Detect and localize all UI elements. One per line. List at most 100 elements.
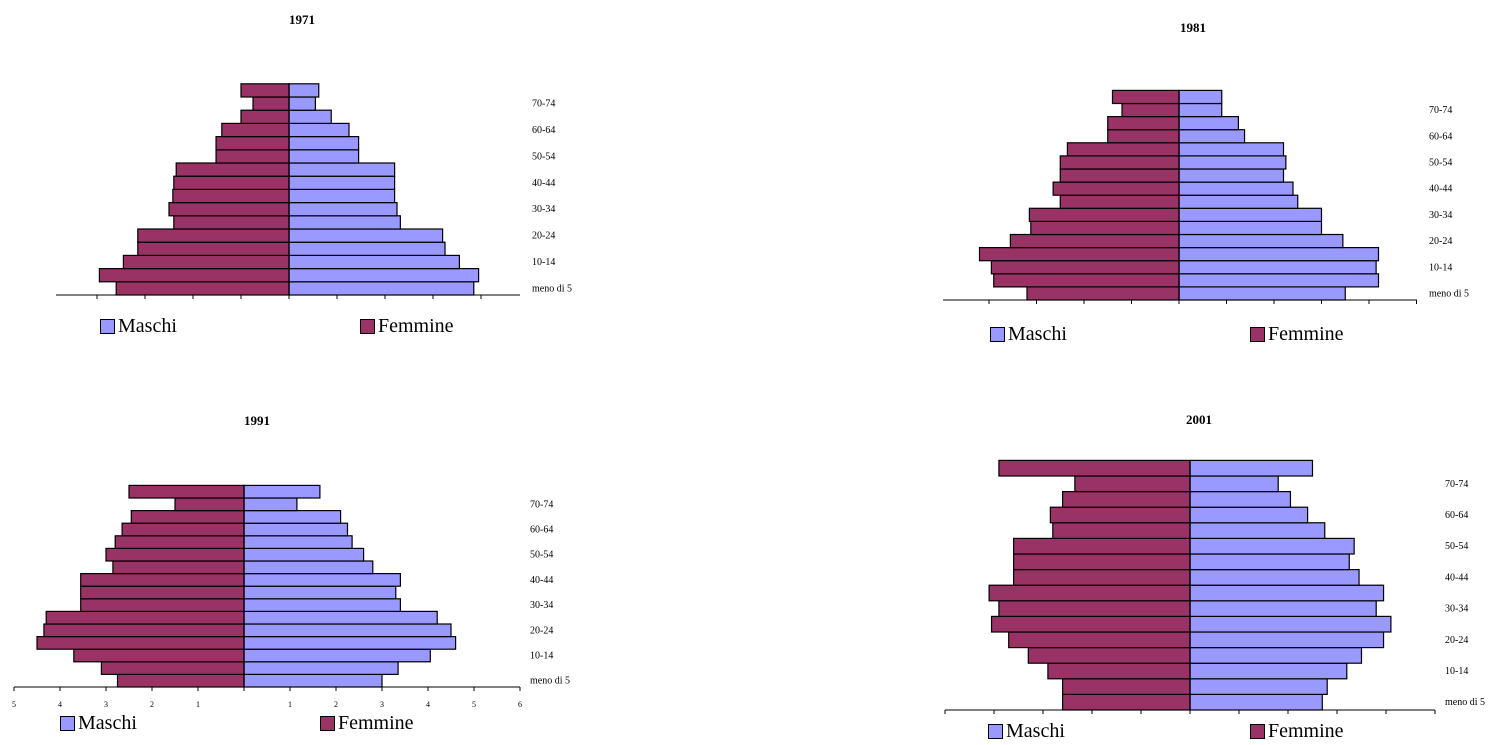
bar-femmine-5-9	[1062, 678, 1191, 695]
bar-femmine-20-24	[43, 623, 245, 638]
legend-swatch-femmine	[320, 716, 335, 731]
legend-label-maschi: Maschi	[78, 712, 137, 734]
bar-femmine-15-19	[137, 241, 290, 256]
bar-femmine-35-39	[172, 188, 290, 204]
bar-maschi-50-54	[1189, 537, 1355, 555]
x-tick-label: 5	[12, 700, 16, 709]
bar-femmine-55-59	[215, 136, 290, 151]
bar-maschi-10-14	[243, 648, 431, 663]
bar-maschi-35-39	[1189, 584, 1385, 602]
bar-femmine-25-29	[990, 615, 1191, 633]
category-label: 40-44	[530, 575, 553, 586]
category-label: meno di 5	[532, 283, 572, 294]
legend-maschi: Maschi	[990, 323, 1067, 346]
bar-femmine-5-9	[100, 661, 245, 675]
bar-femmine-70-74	[174, 497, 245, 512]
pyramid-plot: 5 4 3 2 1 1 2 3 4 5 6 meno di 5 10-14 20-24 30-34 40-44…	[12, 484, 570, 709]
legend-swatch-femmine	[1250, 327, 1265, 342]
bar-maschi-35-39	[1178, 194, 1299, 209]
bar-femmine-50-54	[215, 149, 290, 164]
bar-maschi-75-79	[1178, 89, 1223, 105]
bar-maschi-10-14	[1189, 662, 1348, 680]
bar-maschi-25-29	[1189, 615, 1392, 633]
bar-maschi-75-79	[288, 83, 320, 98]
legend-swatch-maschi	[60, 716, 75, 731]
category-label: 60-64	[530, 525, 553, 536]
bar-maschi-55-59	[288, 136, 360, 151]
bar-femmine-65-69	[1107, 115, 1180, 131]
bar-maschi-20-24	[243, 623, 452, 638]
category-label: 50-54	[532, 151, 555, 162]
bar-maschi-40-44	[1189, 569, 1360, 586]
bar-femmine-35-39	[988, 584, 1191, 602]
legend-label-femmine: Femmine	[1268, 720, 1344, 742]
bar-maschi-50-54	[243, 547, 365, 562]
bar-femmine-55-59	[1066, 142, 1180, 157]
bar-maschi-65-69	[1189, 490, 1292, 508]
bar-maschi-65-69	[288, 109, 332, 124]
bar-femmine-meno di 5	[1026, 286, 1180, 301]
pyramid-plot: meno di 5 10-14 20-24 30-34 40-44 50-54 60-64 7…	[944, 459, 1485, 714]
legend-femmine: Femmine	[1250, 323, 1344, 346]
bar-maschi-70-74	[288, 96, 316, 111]
bar-femmine-20-24	[1008, 631, 1191, 649]
legend-swatch-femmine	[1250, 724, 1265, 739]
bar-maschi-35-39	[243, 585, 397, 600]
bar-femmine-20-24	[1009, 233, 1180, 249]
legend-label-femmine: Femmine	[338, 712, 414, 734]
bar-femmine-meno di 5	[116, 673, 245, 688]
bar-maschi-60-64	[1178, 129, 1246, 144]
bar-femmine-meno di 5	[1062, 693, 1191, 711]
bar-femmine-10-14	[990, 260, 1180, 275]
bar-femmine-50-54	[1012, 537, 1191, 555]
bar-maschi-70-74	[1178, 102, 1223, 118]
bar-femmine-50-54	[105, 547, 245, 562]
legend-label-maschi: Maschi	[1008, 323, 1067, 345]
category-label: 50-54	[530, 550, 553, 561]
x-tick-label: 2	[150, 700, 154, 709]
bar-femmine-45-49	[1012, 553, 1191, 571]
category-label: 50-54	[1429, 157, 1452, 168]
bar-femmine-45-49	[175, 162, 290, 177]
chart-title: 1981	[1180, 20, 1206, 35]
pyramid-plot: meno di 5 10-14 20-24 30-34 40-44 50-54 60-64 7…	[943, 89, 1469, 304]
bar-maschi-15-19	[243, 636, 457, 650]
bar-femmine-40-44	[173, 175, 290, 190]
chart-title: 2001	[1186, 412, 1212, 427]
bar-maschi-5-9	[288, 268, 480, 283]
bar-maschi-40-44	[243, 573, 401, 587]
legend-maschi: Maschi	[100, 315, 177, 338]
x-tick-label: 3	[104, 700, 108, 709]
bar-femmine-10-14	[73, 648, 245, 663]
bar-maschi-30-34	[288, 202, 398, 217]
bar-femmine-45-49	[112, 560, 245, 575]
bar-femmine-25-29	[45, 610, 245, 625]
bar-femmine-20-24	[137, 228, 290, 243]
x-tick-label: 4	[58, 700, 62, 709]
legend-label-maschi: Maschi	[1006, 720, 1065, 742]
category-label: 10-14	[532, 257, 555, 268]
category-label: 20-24	[1445, 635, 1468, 646]
category-label: meno di 5	[1445, 697, 1485, 708]
bar-femmine-40-44	[80, 573, 245, 587]
bar-femmine-65-69	[130, 509, 245, 524]
bar-femmine-30-34	[998, 600, 1191, 618]
x-tick-label: 1	[196, 700, 200, 709]
bar-femmine-55-59	[114, 535, 245, 550]
bar-maschi-50-54	[1178, 155, 1287, 170]
bar-maschi-meno di 5	[1189, 693, 1323, 711]
category-label: 20-24	[532, 231, 555, 242]
bar-maschi-5-9	[1178, 273, 1380, 288]
bar-maschi-45-49	[1178, 168, 1285, 183]
bar-maschi-5-9	[243, 661, 399, 675]
legend-swatch-maschi	[988, 724, 1003, 739]
legend-maschi: Maschi	[988, 720, 1065, 743]
bar-femmine-75-79	[998, 459, 1191, 477]
legend-label-femmine: Femmine	[1268, 323, 1344, 345]
bar-maschi-70-74	[1189, 475, 1279, 493]
x-tick-label: 3	[380, 700, 384, 709]
bar-maschi-25-29	[243, 610, 438, 625]
bar-maschi-55-59	[1178, 142, 1285, 157]
bar-femmine-15-19	[36, 636, 245, 650]
bar-maschi-15-19	[1189, 647, 1363, 664]
